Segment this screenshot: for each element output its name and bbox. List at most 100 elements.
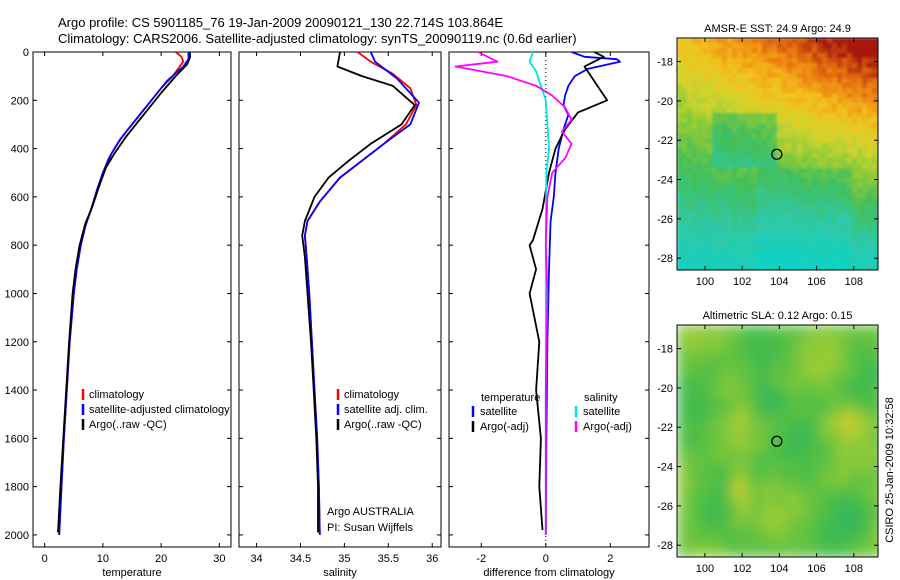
sst-map-cell <box>717 73 723 79</box>
sla-map-cell <box>757 333 766 342</box>
temperature-profile-axes-frame <box>32 51 232 548</box>
temperature-profile-ytick-label-4: 800 <box>11 240 29 252</box>
sla-map-cell <box>685 485 694 494</box>
sla-map-cell <box>765 325 774 334</box>
sst-map-cell <box>757 143 763 149</box>
sst-map-cell <box>677 63 683 69</box>
sst-map-cell <box>842 83 848 89</box>
sst-map-cell <box>772 173 778 179</box>
sst-map-cell <box>782 223 788 229</box>
sst-map-cell <box>847 158 853 164</box>
sst-map-cell <box>872 138 878 144</box>
sla-map-cell <box>773 525 782 534</box>
sst-map-cell <box>812 48 818 54</box>
sst-map-cell <box>712 183 718 189</box>
sla-map-cell <box>829 389 838 398</box>
sst-map-cell <box>692 83 698 89</box>
sst-map-cell <box>692 238 698 244</box>
sst-map-cell <box>757 178 763 184</box>
sla-map-cell <box>845 397 854 406</box>
sst-map-cell <box>737 193 743 199</box>
sst-map-cell <box>802 143 808 149</box>
sst-map-cell <box>692 173 698 179</box>
sst-map-cell <box>707 263 713 269</box>
sst-map-cell <box>862 173 868 179</box>
sst-map-cell <box>762 188 768 194</box>
sst-map-cell <box>867 233 873 239</box>
sst-map-cell <box>757 268 763 270</box>
sst-map-cell <box>837 88 843 94</box>
sla-map-cell <box>853 493 862 502</box>
sst-map-cell <box>842 123 848 129</box>
sla-map-cell <box>805 509 814 518</box>
sst-map-cell <box>817 183 823 189</box>
sla-map-cell <box>701 421 710 430</box>
sst-map-cell <box>832 58 838 64</box>
sst-map-cell <box>722 243 728 249</box>
sst-map-cell <box>847 128 853 134</box>
sst-map-cell <box>827 128 833 134</box>
sla-map-cell <box>805 501 814 510</box>
sst-map-cell <box>807 73 813 79</box>
sst-map-cell <box>807 268 813 270</box>
sst-map-cell <box>827 193 833 199</box>
sst-map-cell <box>772 38 778 44</box>
sla-map-cell <box>709 373 718 382</box>
sla-map-cell <box>765 549 774 557</box>
sst-map-cell <box>732 258 738 264</box>
sst-map-cell <box>692 178 698 184</box>
sla-map-cell <box>797 421 806 430</box>
sst-map-cell <box>777 108 783 114</box>
sst-map-cell <box>747 233 753 239</box>
sst-map-cell <box>697 133 703 139</box>
sla-map-cell <box>717 501 726 510</box>
sst-map-cell <box>677 218 683 224</box>
sla-map-cell <box>749 381 758 390</box>
sla-map-cell <box>829 349 838 358</box>
sla-map-cell <box>749 541 758 550</box>
sla-map-cell <box>853 365 862 374</box>
sst-map-cell <box>807 218 813 224</box>
difference-profile-xtick-label-1: 0 <box>543 553 549 565</box>
sst-map-cell <box>777 168 783 174</box>
sst-map-cell <box>867 173 873 179</box>
sst-map-cell <box>702 258 708 264</box>
sst-map-cell <box>692 128 698 134</box>
sst-map-cell <box>762 263 768 269</box>
sst-map-cell <box>872 38 878 44</box>
sla-map-cell <box>805 421 814 430</box>
sst-map-cell <box>872 268 878 270</box>
sst-map-cell <box>762 203 768 209</box>
sst-map-cell <box>777 183 783 189</box>
sla-map-cell <box>861 397 870 406</box>
sst-map-cell <box>757 188 763 194</box>
sla-map-cell <box>805 325 814 334</box>
sst-map-cell <box>707 208 713 214</box>
sst-map-cell <box>682 133 688 139</box>
sla-map-cell <box>821 421 830 430</box>
sst-map-cell <box>747 203 753 209</box>
sst-map-cell <box>852 213 858 219</box>
sla-map-cell <box>773 333 782 342</box>
sst-map-cell <box>747 173 753 179</box>
sst-map-cell <box>697 238 703 244</box>
sst-map-cell <box>752 113 758 119</box>
sst-map-cell <box>727 98 733 104</box>
sst-map-cell <box>722 38 728 44</box>
sst-map-cell <box>852 123 858 129</box>
sst-map-cell <box>707 228 713 234</box>
sst-map-cell <box>717 93 723 99</box>
sst-map-cell <box>682 123 688 129</box>
sla-map-cell <box>781 413 790 422</box>
sst-map-cell <box>792 218 798 224</box>
sst-map-cell <box>727 133 733 139</box>
sst-map-cell <box>832 73 838 79</box>
sst-map-cell <box>787 63 793 69</box>
sst-map-cell <box>797 168 803 174</box>
sla-map-cell <box>685 381 694 390</box>
sst-map-cell <box>752 98 758 104</box>
sst-map-cell <box>702 153 708 159</box>
sst-map-cell <box>862 128 868 134</box>
sst-map-cell <box>827 168 833 174</box>
sst-map-cell <box>717 118 723 124</box>
